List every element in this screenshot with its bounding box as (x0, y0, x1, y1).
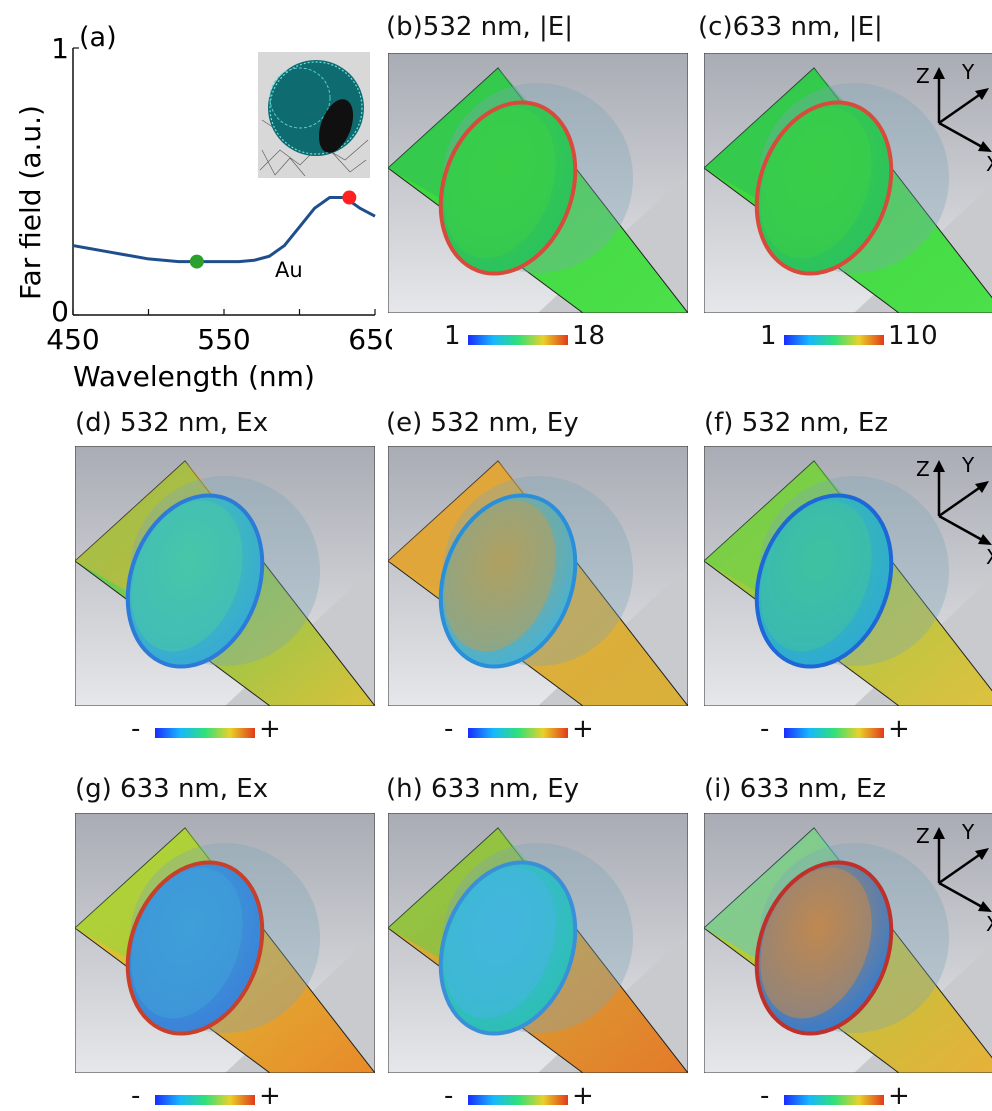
x-axis-label: Wavelength (nm) (73, 360, 315, 393)
colorbar-max-label: + (572, 1081, 594, 1111)
field-map-ex532-2 (75, 446, 375, 706)
svg-text:Y: Y (961, 820, 975, 844)
chart-title: (a) (79, 22, 117, 53)
colorbar-min-label: - (444, 714, 454, 744)
far-field-series-line (72, 196, 376, 264)
far-field-chart: (a) 450 550 650 0 1 Au Wavelength (nm) Far f… (14, 22, 392, 393)
field-map-ez532-4: Z Y X (704, 446, 992, 706)
panel-title-c: (c)633 nm, |E| (698, 12, 883, 42)
inset-nanostructure-image (258, 52, 370, 178)
colorbar (784, 728, 884, 738)
colorbar-min-label: - (760, 1081, 770, 1111)
panel-title-e: (e) 532 nm, Ey (386, 408, 579, 438)
field-map-ez633-7: Z Y X (704, 813, 992, 1073)
colorbar-max-label: + (888, 1081, 910, 1111)
y-tick-label: 0 (51, 295, 69, 328)
panel-title-g: (g) 633 nm, Ex (75, 774, 269, 804)
x-tick-label: 450 (46, 323, 99, 356)
chart-annotation-au: Au (275, 258, 303, 282)
field-map-mag-0 (388, 53, 688, 313)
panel-title-d: (d) 532 nm, Ex (75, 408, 269, 438)
svg-text:X: X (986, 912, 992, 936)
panel-title-f: (f) 532 nm, Ez (704, 408, 889, 438)
colorbar (468, 335, 568, 345)
data-marker (342, 190, 357, 205)
colorbar-max-label: 18 (572, 321, 606, 351)
y-tick-label: 1 (51, 32, 69, 65)
colorbar-min-label: - (131, 714, 141, 744)
svg-text:Y: Y (961, 60, 975, 84)
svg-text:X: X (986, 545, 992, 569)
x-tick-label: 650 (348, 323, 392, 356)
colorbar-max-label: + (888, 714, 910, 744)
panel-title-h: (h) 633 nm, Ey (386, 774, 580, 804)
colorbar (155, 1095, 255, 1105)
colorbar-min-label: - (131, 1081, 141, 1111)
field-map-ey532-3 (388, 446, 688, 706)
svg-text:Z: Z (916, 824, 930, 848)
colorbar-max-label: + (259, 714, 281, 744)
colorbar-max-label: + (572, 714, 594, 744)
panel-title-i: (i) 633 nm, Ez (704, 774, 887, 804)
colorbar-min-label: - (760, 714, 770, 744)
colorbar-min-label: - (444, 1081, 454, 1111)
y-axis-label: Far field (a.u.) (14, 105, 47, 300)
svg-text:Y: Y (961, 453, 975, 477)
colorbar-min-label: 1 (444, 321, 461, 351)
svg-text:Z: Z (916, 457, 930, 481)
colorbar-max-label: + (259, 1081, 281, 1111)
x-tick-label: 550 (197, 323, 250, 356)
colorbar-min-label: 1 (760, 321, 777, 351)
colorbar (155, 728, 255, 738)
colorbar (468, 1095, 568, 1105)
xyz-axes-icon: Z Y X (916, 60, 992, 176)
field-map-ex633-5 (75, 813, 375, 1073)
colorbar (784, 335, 884, 345)
svg-text:X: X (986, 152, 992, 176)
data-marker (189, 254, 204, 269)
xyz-axes-icon: Z Y X (916, 453, 992, 569)
svg-text:Z: Z (916, 64, 930, 88)
colorbar (784, 1095, 884, 1105)
colorbar-max-label: 110 (888, 321, 938, 351)
colorbar (468, 728, 568, 738)
xyz-axes-icon: Z Y X (916, 820, 992, 936)
panel-title-b: (b)532 nm, |E| (386, 12, 573, 42)
field-map-mag-1: Z Y X (704, 53, 992, 313)
field-map-ey633-6 (388, 813, 688, 1073)
